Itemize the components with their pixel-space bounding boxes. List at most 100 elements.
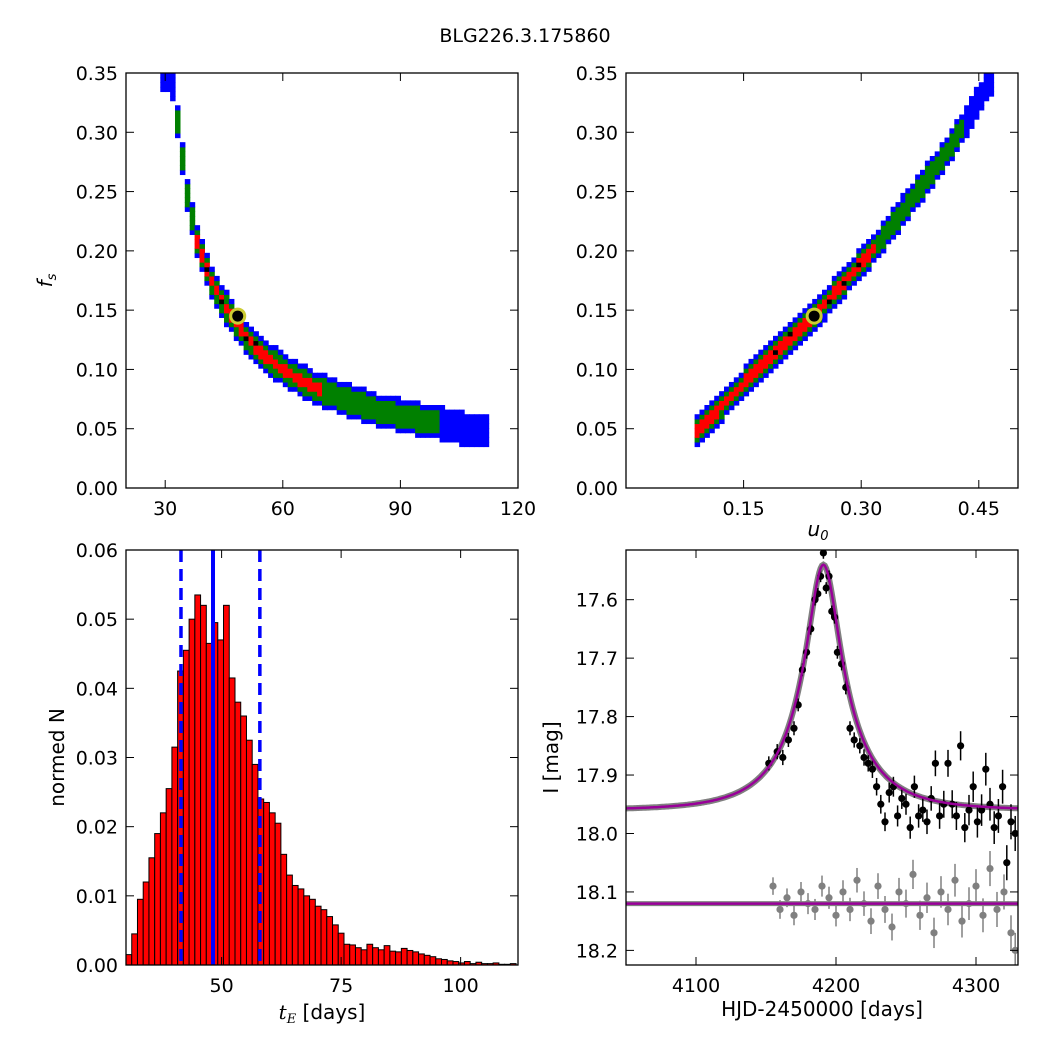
data-point: [860, 753, 868, 762]
heatmap-cell: [738, 391, 745, 397]
data-point: [1007, 929, 1015, 937]
heatmap-cell: [224, 322, 230, 328]
heatmap-cell: [459, 441, 465, 448]
heatmap-cell: [326, 405, 333, 411]
data-point: [919, 806, 927, 814]
histogram-bar: [372, 947, 379, 965]
data-point: [902, 800, 910, 808]
heatmap-cell: [851, 266, 857, 272]
heatmap-cell: [969, 119, 975, 125]
heatmap-cell: [831, 294, 838, 300]
heatmap-cell: [866, 248, 872, 254]
heatmap-cell: [375, 414, 382, 420]
y-tick-label: 18.2: [576, 940, 618, 962]
heatmap-cell: [478, 423, 485, 429]
y-tick-label: 18.0: [576, 823, 618, 845]
heatmap-cell: [214, 294, 220, 300]
heatmap-cell: [483, 428, 490, 434]
heatmap-cell: [322, 377, 328, 383]
heatmap-cell: [699, 414, 705, 420]
heatmap-cell: [826, 285, 833, 291]
heatmap-cell: [165, 77, 171, 83]
heatmap-cell: [880, 248, 887, 254]
histogram-bar: [349, 944, 356, 965]
x-tick-label: 4300: [952, 975, 1000, 997]
heatmap-cell: [910, 206, 916, 212]
data-point: [885, 788, 893, 797]
histogram-bar: [291, 884, 299, 965]
heatmap-cell: [420, 432, 426, 438]
heatmap-cell: [292, 381, 299, 388]
heatmap-cell: [395, 423, 401, 429]
y-tick-label: 17.9: [576, 765, 618, 787]
heatmap-cell: [415, 400, 421, 406]
heatmap-cell: [890, 215, 897, 222]
heatmap-cell: [224, 289, 230, 295]
heatmap-cell: [204, 257, 210, 263]
heatmap-cell: [797, 331, 803, 337]
heatmap-cell: [420, 405, 426, 411]
heatmap-cell: [871, 243, 877, 249]
heatmap-cell: [194, 225, 201, 231]
heatmap-cell: [841, 271, 848, 277]
data-point: [894, 812, 902, 820]
heatmap-cell: [924, 169, 931, 176]
heatmap-cell: [787, 349, 794, 355]
heatmap-cell: [822, 294, 828, 300]
histogram-bar: [182, 649, 190, 965]
histogram-bar: [142, 881, 150, 965]
heatmap-cell: [464, 418, 470, 425]
histogram-bar: [389, 950, 397, 965]
heatmap-cell: [297, 377, 303, 383]
heatmap-cell: [400, 428, 406, 434]
y-tick-label: 17.8: [576, 707, 618, 729]
heatmap-cell: [336, 400, 343, 406]
heatmap-cell: [424, 423, 431, 429]
heatmap-cell: [273, 363, 279, 369]
heatmap-cell: [719, 391, 725, 397]
heatmap-cell: [483, 437, 490, 443]
heatmap-cell: [424, 405, 431, 411]
heatmap-cell: [331, 377, 338, 383]
heatmap-cell: [880, 243, 887, 249]
heatmap-cell: [307, 395, 313, 401]
heatmap-cell: [336, 391, 343, 397]
heatmap-cell: [307, 372, 313, 378]
data-point: [881, 818, 889, 826]
heatmap-cell: [807, 303, 813, 309]
heatmap-cell: [704, 432, 710, 438]
histogram-bar: [332, 924, 339, 965]
axes-frame: [625, 72, 1019, 489]
y-axis-label: normed N: [45, 708, 69, 807]
heatmap-cell: [277, 363, 284, 369]
heatmap-cell: [366, 414, 372, 420]
heatmap-cell: [978, 96, 985, 102]
heatmap-cell: [802, 326, 808, 332]
y-tick-label: 0.04: [76, 678, 118, 700]
heatmap-cell: [331, 381, 338, 388]
heatmap-cell: [871, 248, 877, 254]
heatmap-cell: [287, 381, 294, 388]
heatmap-cell: [356, 395, 362, 401]
heatmap-cell: [331, 400, 338, 406]
data-point: [923, 894, 931, 902]
heatmap-cell: [317, 377, 323, 383]
heatmap-cell: [802, 331, 808, 337]
heatmap-cell: [709, 414, 715, 420]
heatmap-cell: [326, 400, 333, 406]
heatmap-cell: [464, 432, 470, 438]
histogram-bar: [320, 909, 328, 965]
heatmap-cell: [763, 363, 769, 369]
heatmap-cell: [866, 252, 872, 259]
heatmap-cell: [356, 400, 362, 406]
heatmap-cell: [826, 289, 833, 295]
heatmap-cell: [782, 326, 789, 332]
heatmap-cell: [983, 86, 990, 93]
heatmap-cell: [768, 340, 774, 346]
heatmap-cell: [978, 100, 985, 106]
histogram-bar: [148, 857, 156, 965]
heatmap-cell: [380, 405, 387, 411]
data-point: [952, 812, 961, 820]
heatmap-cell: [777, 345, 784, 351]
heatmap-cell: [709, 423, 715, 429]
